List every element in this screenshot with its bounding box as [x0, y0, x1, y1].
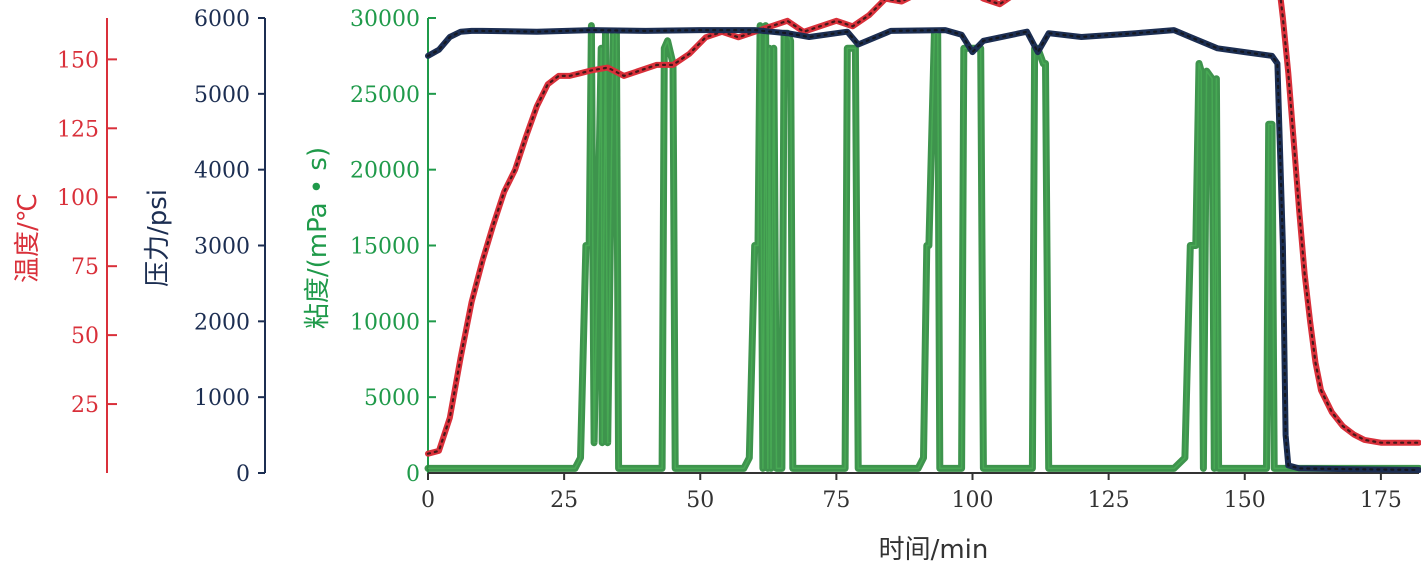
- temperature-tick-label: 125: [57, 117, 99, 142]
- temperature-axis-title: 温度/℃: [13, 193, 43, 283]
- pressure-tick-label: 5000: [194, 83, 250, 108]
- time-tick-label: 100: [952, 488, 994, 513]
- viscosity-tick-label: 25000: [350, 83, 420, 108]
- pressure-series-markers: [426, 28, 1421, 472]
- pressure-tick-label: 1000: [194, 386, 250, 411]
- time-tick-label: 50: [686, 488, 714, 513]
- viscosity-tick-label: 10000: [350, 310, 420, 335]
- pressure-axis: 0 1000 2000 3000 4000 5000 6000 压力/psi: [143, 7, 266, 487]
- pressure-tick-label: 4000: [194, 159, 250, 184]
- time-tick-label: 125: [1088, 488, 1130, 513]
- pressure-axis-title: 压力/psi: [143, 189, 173, 287]
- viscosity-axis-title: 粘度/(mPa • s): [303, 147, 333, 329]
- pressure-tick-label: 3000: [194, 235, 250, 260]
- pressure-tick-label: 6000: [194, 7, 250, 32]
- plot-area: [424, 0, 1421, 473]
- viscosity-tick-label: 15000: [350, 235, 420, 260]
- time-tick-label: 25: [550, 488, 578, 513]
- viscosity-tick-label: 30000: [350, 7, 420, 32]
- viscosity-axis: 0 5000 10000 15000 20000 25000 30000 粘度/(mPa •…: [303, 7, 436, 487]
- viscosity-tick-label: 5000: [364, 386, 420, 411]
- temperature-series-line: [425, 0, 1421, 457]
- temperature-tick-label: 100: [57, 186, 99, 211]
- viscosity-series-highlight: [428, 24, 1419, 470]
- pressure-tick-label: 0: [236, 462, 250, 487]
- time-tick-label: 0: [421, 488, 435, 513]
- viscosity-tick-label: 0: [406, 462, 420, 487]
- time-axis: 0 25 50 75 100 125 150 175 时间/min: [421, 472, 1419, 565]
- temperature-tick-label: 75: [71, 255, 99, 280]
- viscosity-tick-label: 20000: [350, 159, 420, 184]
- viscosity-series-line: [424, 22, 1421, 472]
- temperature-tick-label: 150: [57, 48, 99, 73]
- time-axis-title: 时间/min: [879, 535, 989, 565]
- pressure-tick-label: 2000: [194, 310, 250, 335]
- temperature-tick-label: 50: [71, 324, 99, 349]
- time-tick-label: 150: [1224, 488, 1266, 513]
- time-tick-label: 175: [1360, 488, 1402, 513]
- time-tick-label: 75: [822, 488, 850, 513]
- temperature-tick-label: 25: [71, 393, 99, 418]
- temperature-axis: 25 50 75 100 125 150 温度/℃: [13, 18, 117, 473]
